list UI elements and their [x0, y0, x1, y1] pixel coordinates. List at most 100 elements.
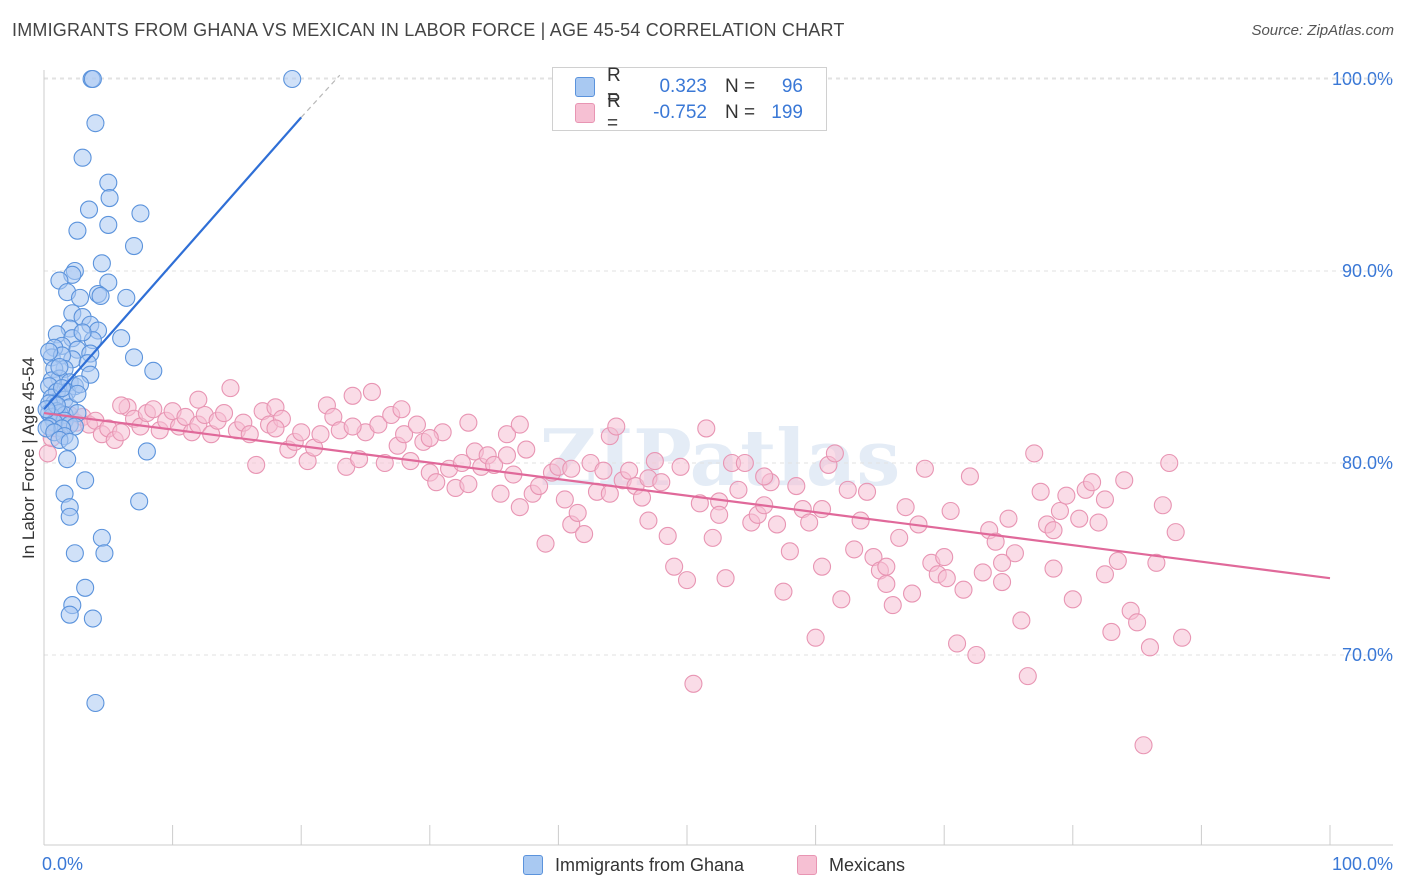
mexican-point [1057, 486, 1076, 505]
ghana-point [73, 148, 92, 167]
bottom-legend-label-mexicans: Mexicans [829, 854, 906, 875]
mexican-point [510, 498, 529, 517]
source-label: Source: ZipAtlas.com [1251, 22, 1394, 39]
ghana-point [76, 578, 95, 597]
mexican-point [857, 482, 877, 501]
mexican-point [112, 423, 131, 442]
mexican-point [825, 444, 844, 463]
mexican-point [497, 446, 517, 465]
mexican-point [1108, 551, 1127, 570]
mexican-point [1031, 482, 1050, 501]
mexican-point [369, 415, 388, 434]
ghana-point [79, 200, 99, 219]
y-tick-label: 70.0% [1342, 645, 1393, 665]
mexican-point [491, 484, 510, 503]
mexican-point [735, 453, 754, 473]
mexican-point [787, 476, 806, 496]
ghana-point [73, 323, 92, 342]
mexican-point [832, 590, 851, 609]
mexican-point [697, 419, 716, 438]
ghana-point [99, 215, 118, 234]
mexican-point [555, 490, 574, 509]
ghana-point [50, 357, 69, 377]
mexican-point [1070, 509, 1089, 528]
ghana-point [92, 528, 111, 547]
mexican-point [716, 569, 735, 588]
mexican-point [960, 467, 979, 486]
ghana-point [68, 384, 87, 403]
mexican-point [459, 475, 478, 494]
mexican-point [292, 423, 311, 442]
mexican-point [395, 425, 414, 444]
mexican-point [902, 584, 922, 603]
mexican-point [877, 574, 896, 594]
ghana-point [131, 204, 150, 223]
ghana-point [40, 342, 59, 361]
mexican-point [1063, 590, 1082, 609]
legend-r-label: R = [607, 91, 621, 134]
mexican-point [954, 580, 973, 599]
mexican-point [407, 415, 426, 434]
mexican-point [392, 400, 411, 419]
ghana-point [130, 492, 149, 511]
mexican-point [774, 582, 793, 601]
mexican-point [594, 461, 613, 480]
mexican-point [812, 500, 832, 519]
mexican-point [562, 459, 581, 478]
mexican-point [620, 461, 639, 480]
ghana-point [83, 69, 102, 89]
ghana-point [83, 609, 102, 628]
mexican-point [703, 528, 722, 547]
ghana-point [86, 114, 105, 133]
mexican-point [1083, 473, 1102, 492]
legend-r-value: 0.323 [659, 76, 707, 97]
mexican-point [1153, 496, 1172, 515]
ghana-point [95, 544, 114, 563]
mexican-point [986, 532, 1005, 551]
mexican-point [755, 467, 774, 486]
mexican-point [1102, 622, 1121, 642]
ghana-point [60, 432, 79, 451]
mexican-point [973, 563, 992, 582]
ghana-point [91, 286, 110, 306]
mexican-point [684, 674, 703, 693]
mexican-point [645, 452, 664, 471]
mexican-point [993, 553, 1012, 572]
ghana-point [99, 273, 118, 292]
mexican-point [1095, 565, 1114, 584]
mexican-point [639, 511, 658, 530]
mexican-point [144, 400, 163, 419]
ghana-point [124, 236, 144, 256]
mexican-point [851, 511, 870, 530]
mexican-point [890, 528, 909, 547]
mexican-point [221, 379, 240, 398]
mexican-point [427, 473, 446, 492]
mexican-point [1012, 611, 1031, 630]
mexican-point [845, 540, 864, 559]
mexican-point [112, 396, 131, 415]
ghana-point [144, 361, 163, 380]
x-tick-label: 0.0% [42, 854, 83, 874]
mexican-point [1166, 523, 1185, 542]
ghana-point [137, 442, 156, 461]
mexican-point [1005, 544, 1024, 563]
mexican-point [189, 390, 208, 409]
mexican-point [1134, 736, 1153, 755]
ghana-point [112, 329, 131, 348]
ghana-trend-line [43, 116, 303, 410]
ghana-trend-extension [300, 74, 341, 118]
mexican-point [568, 503, 587, 522]
mexican-point [935, 548, 954, 567]
bottom-legend-swatch-ghana [523, 855, 543, 875]
legend-n-value: 199 [771, 102, 803, 123]
mexican-point [607, 417, 626, 436]
mexican-point [1018, 667, 1037, 686]
mexican-point [948, 634, 967, 653]
mexican-point [1089, 513, 1108, 532]
mexican-point [311, 425, 330, 444]
mexican-point [1044, 559, 1063, 578]
mexican-point [690, 494, 709, 513]
mexican-point [1140, 638, 1160, 657]
mexican-point [266, 419, 285, 438]
legend-n-label: N = [725, 76, 756, 97]
